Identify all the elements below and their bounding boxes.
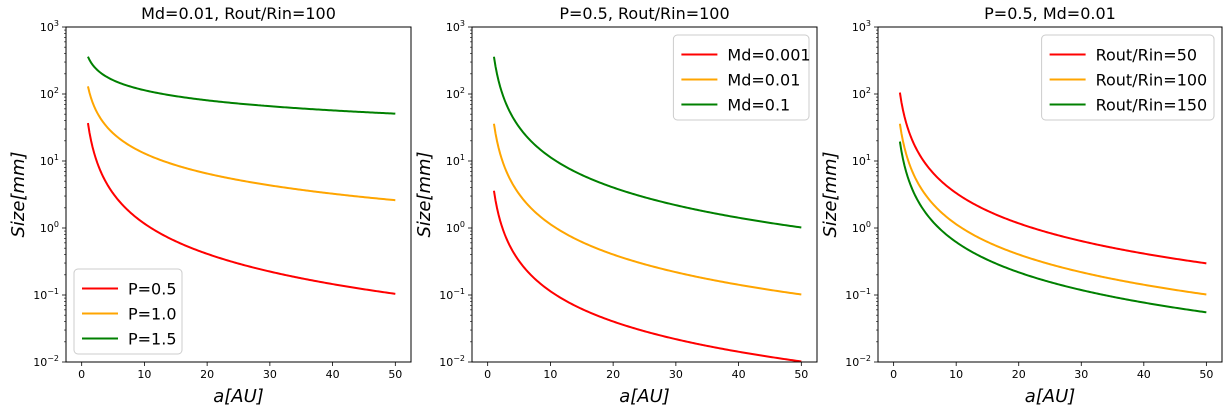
series-line-Md=0.01 <box>492 123 802 296</box>
y-axis-label: Size[mm] <box>820 151 841 237</box>
x-tick-label: 0 <box>484 368 491 381</box>
x-tick-label: 30 <box>1074 368 1088 381</box>
legend-box <box>1041 34 1215 121</box>
series-line-Md=0.1 <box>492 56 802 229</box>
y-tick-label: 10−1 <box>845 287 871 302</box>
series-group <box>898 92 1207 314</box>
y-tick-label: 102 <box>40 86 59 101</box>
y-axis-label: Size[mm] <box>414 151 435 237</box>
legend-label: Md=0.1 <box>727 96 790 115</box>
chart-title: P=0.5, Rout/Rin=100 <box>559 4 729 23</box>
y-tick-label: 10−2 <box>845 354 871 369</box>
y-tick-label: 101 <box>446 153 465 168</box>
y-tick-label: 103 <box>852 19 871 34</box>
series-group <box>492 56 802 362</box>
legend-label: P=1.5 <box>128 330 177 349</box>
legend-label: Md=0.001 <box>727 46 810 65</box>
series-group <box>86 56 396 295</box>
legend-box <box>73 268 183 355</box>
y-tick-label: 100 <box>446 220 465 235</box>
x-tick-label: 10 <box>949 368 963 381</box>
chart-panel-1: 0 10 20 30 40 50 10−2 10−1 100 101 102 103 Md=0.01, … <box>8 4 412 407</box>
axes-frame <box>877 26 1223 363</box>
y-tick-label: 103 <box>446 19 465 34</box>
series-line-P=1.5 <box>87 56 396 115</box>
y-axis-label: Size[mm] <box>8 151 29 237</box>
y-tick-label: 10−1 <box>33 287 59 302</box>
x-axis-label: a[AU] <box>213 386 264 407</box>
legend-label: Md=0.01 <box>727 71 800 90</box>
x-tick-label: 30 <box>263 368 277 381</box>
y-tick-label: 102 <box>852 86 871 101</box>
x-tick-label: 10 <box>137 368 151 381</box>
legend: Md=0.001 Md=0.01 Md=0.1 <box>672 34 811 121</box>
series-line-Rout/Rin=150 <box>898 141 1207 314</box>
x-tick-label: 10 <box>543 368 557 381</box>
legend-label: P=0.5 <box>128 280 177 299</box>
legend: P=0.5 P=1.0 P=1.5 <box>73 268 183 355</box>
y-tick-label: 10−2 <box>439 354 465 369</box>
axes-frame <box>471 26 818 363</box>
x-tick-label: 40 <box>732 368 746 381</box>
legend-box <box>672 34 810 121</box>
y-tick-label: 101 <box>852 153 871 168</box>
series-line-P=0.5 <box>86 122 396 295</box>
y-tick-label: 100 <box>852 220 871 235</box>
legend-label: P=1.0 <box>128 305 177 324</box>
x-tick-label: 20 <box>606 368 620 381</box>
chart-title: P=0.5, Md=0.01 <box>984 4 1116 23</box>
x-tick-label: 40 <box>326 368 340 381</box>
x-tick-label: 0 <box>78 368 85 381</box>
x-tick-label: 20 <box>200 368 214 381</box>
x-tick-label: 0 <box>890 368 897 381</box>
y-tick-label: 10−1 <box>439 287 465 302</box>
y-tick-label: 101 <box>40 153 59 168</box>
y-tick-label: 102 <box>446 86 465 101</box>
x-tick-label: 20 <box>1012 368 1026 381</box>
x-axis-label: a[AU] <box>619 386 670 407</box>
x-tick-label: 50 <box>794 368 808 381</box>
y-tick-label: 103 <box>40 19 59 34</box>
x-tick-label: 40 <box>1137 368 1151 381</box>
x-tick-label: 50 <box>388 368 402 381</box>
x-tick-label: 50 <box>1199 368 1213 381</box>
y-tick-label: 10−2 <box>33 354 59 369</box>
series-line-Rout/Rin=50 <box>898 92 1207 265</box>
chart-panel-2: 0 10 20 30 40 50 10−2 10−1 100 101 102 103 P=0.5, Ro… <box>414 4 818 407</box>
chart-panel-3: 0 10 20 30 40 50 10−2 10−1 100 101 102 103 P=0.5, Md… <box>820 4 1223 407</box>
x-tick-label: 30 <box>669 368 683 381</box>
legend-label: Rout/Rin=100 <box>1096 71 1208 90</box>
legend: Rout/Rin=50 Rout/Rin=100 Rout/Rin=150 <box>1041 34 1215 121</box>
chart-title: Md=0.01, Rout/Rin=100 <box>141 4 336 23</box>
series-line-Md=0.001 <box>492 190 802 362</box>
y-tick-label: 100 <box>40 220 59 235</box>
x-axis-label: a[AU] <box>1025 386 1076 407</box>
legend-label: Rout/Rin=50 <box>1096 46 1197 65</box>
axes-frame <box>65 26 412 363</box>
series-line-Rout/Rin=100 <box>898 123 1207 296</box>
legend-label: Rout/Rin=150 <box>1096 96 1208 115</box>
series-line-P=1.0 <box>86 86 396 202</box>
